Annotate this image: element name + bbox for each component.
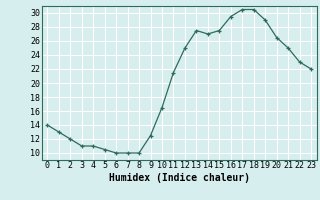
X-axis label: Humidex (Indice chaleur): Humidex (Indice chaleur) xyxy=(109,173,250,183)
